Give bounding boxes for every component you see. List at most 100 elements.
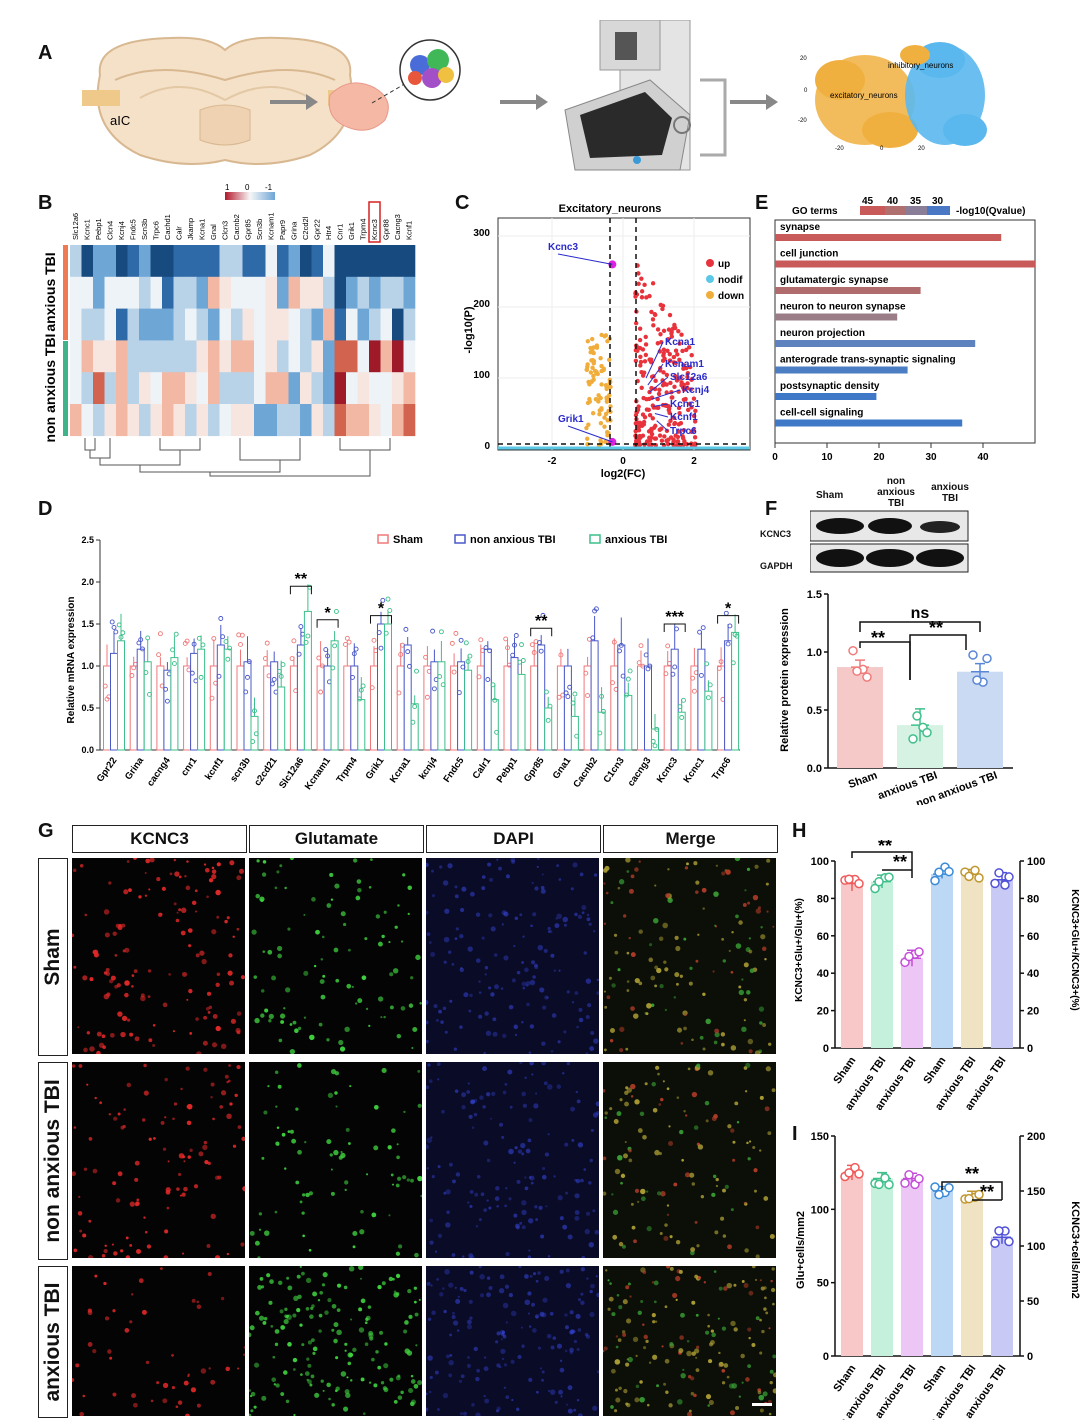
data-point xyxy=(944,1183,954,1193)
qpcr-bar xyxy=(156,665,165,751)
heatmap-cell xyxy=(403,245,416,278)
bar xyxy=(901,1178,923,1356)
category-label: Sham xyxy=(921,1363,948,1395)
volcano-point-up xyxy=(661,370,666,375)
heatmap-cell xyxy=(162,340,174,373)
data-point xyxy=(852,666,862,676)
qpcr-point xyxy=(583,670,589,676)
volcano-point-up xyxy=(639,370,644,375)
volcano-point-up xyxy=(636,281,641,286)
heatmap-cell xyxy=(139,276,151,309)
qpcr-category-label: Pebp1 xyxy=(495,755,521,785)
ytick-right: 60 xyxy=(1027,931,1039,943)
volcano-point-up xyxy=(676,329,681,334)
qpcr-bar xyxy=(357,699,366,751)
data-point xyxy=(994,1226,1004,1236)
volcano-point-up xyxy=(638,359,644,365)
qpcr-bar xyxy=(590,640,599,751)
data-point xyxy=(970,865,980,876)
dendrogram xyxy=(84,438,391,477)
qpcr-point xyxy=(291,638,297,644)
volcano-point-up xyxy=(689,377,694,382)
heatmap-cell xyxy=(403,404,416,437)
heatmap-cell xyxy=(173,372,186,405)
volcano-point-up xyxy=(675,352,680,357)
volcano-point-up xyxy=(633,429,638,434)
heatmap-cell xyxy=(346,245,358,278)
volcano-point-down xyxy=(586,422,591,427)
volcano-point-up xyxy=(653,378,658,384)
go-xtick: 40 xyxy=(977,452,989,463)
gene-label: Gpr22 xyxy=(313,219,322,240)
volcano-point-down xyxy=(603,333,609,338)
qpcr-point xyxy=(351,651,357,657)
heatmap-cell xyxy=(219,245,232,278)
bar xyxy=(991,879,1013,1048)
volcano-point-up xyxy=(658,302,663,308)
heatmap-cell xyxy=(104,308,117,341)
qpcr-point xyxy=(225,656,231,662)
blot-group-label: Sham xyxy=(816,490,844,501)
micrograph-kcnc3-2 xyxy=(72,1266,245,1416)
volcano-point-up xyxy=(661,328,667,334)
qpcr-point xyxy=(512,642,517,648)
qpcr-point xyxy=(490,682,496,688)
legend-swatch xyxy=(377,534,389,544)
data-point xyxy=(930,875,940,886)
volcano-gene-label: Kcnj4 xyxy=(682,385,710,396)
heatmap-cell xyxy=(242,372,255,405)
go-bar xyxy=(775,393,877,400)
heatmap-cell xyxy=(311,308,324,341)
qpcr-bar xyxy=(583,665,592,751)
ytick-right: 200 xyxy=(1027,1131,1045,1143)
data-point xyxy=(900,1178,910,1188)
qpcr-point xyxy=(410,719,416,725)
volcano-point-up xyxy=(665,441,671,447)
ytick: 100 xyxy=(811,856,829,868)
heatmap-cell xyxy=(116,404,128,437)
legend-label: anxious TBI xyxy=(605,534,667,546)
qpcr-ytick: 1.0 xyxy=(81,661,94,671)
ytick-right: 150 xyxy=(1027,1186,1045,1198)
heatmap-cell xyxy=(150,404,163,437)
heatmap-cell xyxy=(81,340,94,373)
go-bar xyxy=(775,366,908,374)
tsne-label-excitatory: excitatory_neurons xyxy=(830,91,898,100)
qpcr-point xyxy=(163,686,169,692)
micrograph-merge-1 xyxy=(603,1062,776,1258)
heatmap-cell xyxy=(104,245,117,278)
significance-mark: ** xyxy=(929,618,943,638)
heatmap-cell xyxy=(185,340,197,373)
qpcr-bar xyxy=(670,648,679,751)
go-term-label: neuron to neuron synapse xyxy=(780,302,906,313)
qpcr-bar xyxy=(289,665,298,751)
qpcr-bar xyxy=(296,644,305,751)
micrograph-glutamate-1 xyxy=(249,1062,422,1258)
heatmap-cell xyxy=(116,276,128,309)
qpcr-bar xyxy=(183,665,192,751)
heatmap-cell xyxy=(104,372,117,405)
gene-label: Cachd1 xyxy=(163,214,172,240)
heatmap-cell xyxy=(127,308,140,341)
gene-label: Cnr1 xyxy=(336,224,345,240)
qpcr-point xyxy=(156,652,162,658)
heatmap-cell xyxy=(334,340,347,373)
qpcr-point xyxy=(478,637,484,643)
go-legend-value: 35 xyxy=(910,196,922,207)
go-legend-title: GO terms xyxy=(792,206,838,217)
qpcr-point xyxy=(396,690,402,696)
qpcr-category-label: Kcnc1 xyxy=(681,755,707,785)
volcano-point-up xyxy=(637,441,642,447)
volcano-point-down xyxy=(585,400,591,406)
legend-swatch xyxy=(589,534,601,544)
heatmap-cell xyxy=(196,372,209,405)
brain-section-illustration xyxy=(82,36,366,165)
volcano-point-up xyxy=(643,342,649,347)
qpcr-bar xyxy=(610,665,619,751)
qpcr-point xyxy=(253,731,259,737)
qpcr-bar xyxy=(143,661,152,751)
go-legend-value: 30 xyxy=(932,196,944,207)
bar xyxy=(901,958,923,1048)
data-point xyxy=(944,866,954,877)
volcano-point-up xyxy=(661,347,667,352)
